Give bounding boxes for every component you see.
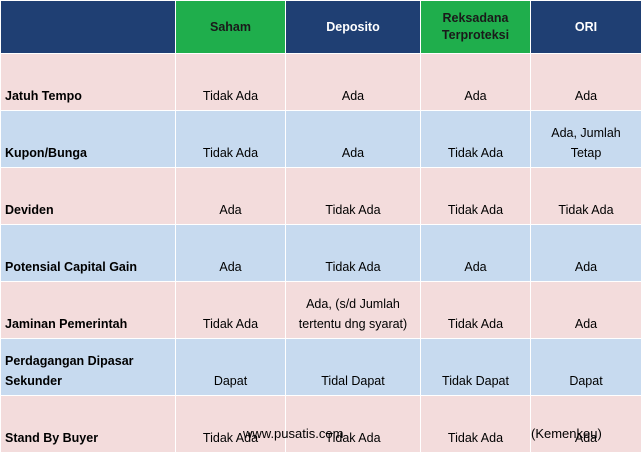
source-text: (Kemenkeu) (531, 426, 602, 441)
footer: www.pusatis.com (Kemenkeu) (0, 426, 641, 445)
row-label: Deviden (1, 168, 176, 225)
table-cell: Tidal Dapat (286, 339, 421, 396)
table-cell: Dapat (531, 339, 641, 396)
table-cell: Dapat (176, 339, 286, 396)
table-cell: Tidak Ada (176, 111, 286, 168)
row-label: Kupon/Bunga (1, 111, 176, 168)
table-cell: Tidak Ada (286, 168, 421, 225)
table-cell: Ada (531, 282, 641, 339)
table-cell: Ada (286, 111, 421, 168)
table-row: Perdagangan Dipasar Sekunder Dapat Tidal… (1, 339, 641, 396)
row-label: Jatuh Tempo (1, 54, 176, 111)
table-row: Potensial Capital Gain Ada Tidak Ada Ada… (1, 225, 641, 282)
table-cell: Tidak Ada (421, 111, 531, 168)
header-reksadana-text: Reksadana Terproteksi (442, 11, 509, 42)
header-reksadana: Reksadana Terproteksi (421, 1, 531, 54)
table-cell: Ada (421, 225, 531, 282)
header-ori: ORI (531, 1, 641, 54)
table-cell: Ada (176, 168, 286, 225)
table-cell: Tidak Ada (421, 168, 531, 225)
table-row: Jatuh Tempo Tidak Ada Ada Ada Ada (1, 54, 641, 111)
table-cell: Ada (421, 54, 531, 111)
table-cell: Tidak Ada (176, 54, 286, 111)
row-label: Perdagangan Dipasar Sekunder (1, 339, 176, 396)
header-deposito: Deposito (286, 1, 421, 54)
row-label: Jaminan Pemerintah (1, 282, 176, 339)
table-cell: Ada, Jumlah Tetap (531, 111, 641, 168)
table-cell: Tidak Dapat (421, 339, 531, 396)
table-cell: Tidak Ada (531, 168, 641, 225)
table-row: Deviden Ada Tidak Ada Tidak Ada Tidak Ad… (1, 168, 641, 225)
row-label: Potensial Capital Gain (1, 225, 176, 282)
table-cell: Tidak Ada (176, 282, 286, 339)
table-cell: Ada, (s/d Jumlah tertentu dng syarat) (286, 282, 421, 339)
header-saham: Saham (176, 1, 286, 54)
table-cell: Ada (286, 54, 421, 111)
table-row: Jaminan Pemerintah Tidak Ada Ada, (s/d J… (1, 282, 641, 339)
table-cell: Tidak Ada (421, 282, 531, 339)
table-cell: Ada (176, 225, 286, 282)
table-cell: Ada (531, 54, 641, 111)
table-cell: Ada (531, 225, 641, 282)
table-cell: Tidak Ada (286, 225, 421, 282)
website-text: www.pusatis.com (243, 426, 343, 441)
table-row: Kupon/Bunga Tidak Ada Ada Tidak Ada Ada,… (1, 111, 641, 168)
header-corner (1, 1, 176, 54)
header-row: Saham Deposito Reksadana Terproteksi ORI (1, 1, 641, 54)
